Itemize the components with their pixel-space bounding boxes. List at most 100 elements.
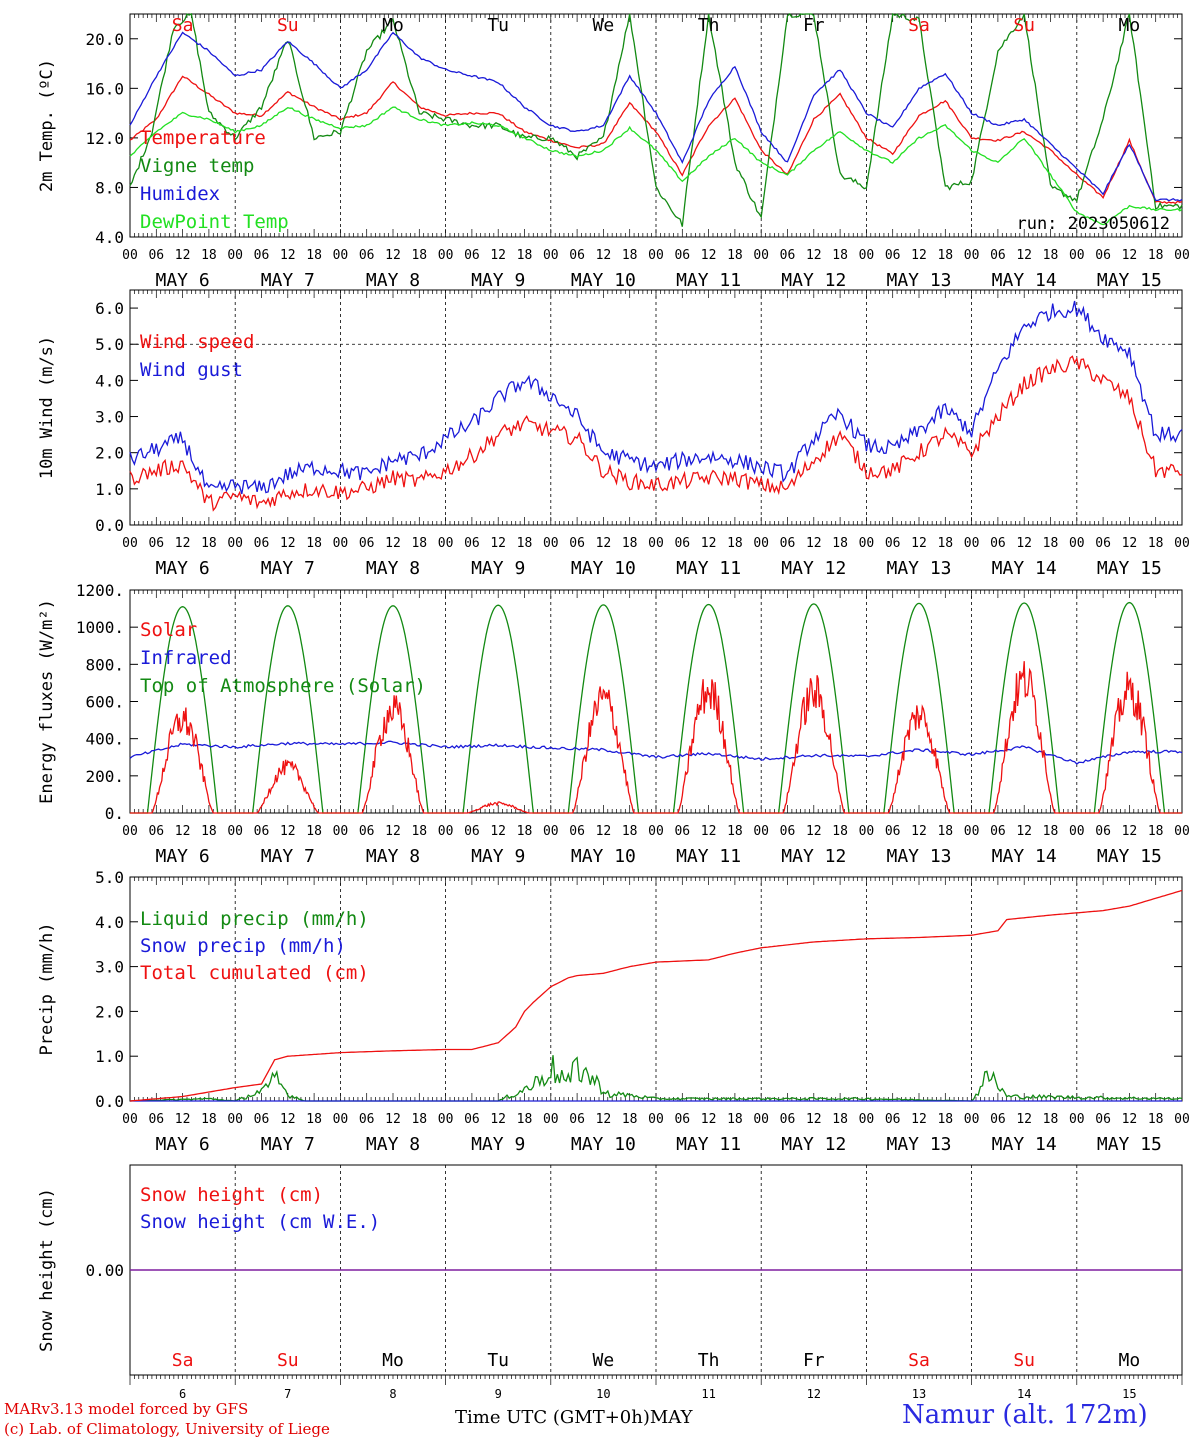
snow-weekday-label: Sa (172, 1350, 194, 1371)
panel-2-hour-label: 06 (885, 824, 901, 839)
panel-0-ytick-label: 12.0 (85, 129, 124, 148)
panel-1-hour-label: 00 (648, 536, 664, 551)
panel-3-hour-label: 00 (859, 1112, 875, 1127)
wind-series-0 (129, 355, 1183, 512)
panel-0-date-label: MAY 10 (571, 270, 636, 291)
panel-3-date-label: MAY 9 (471, 1134, 525, 1155)
panel-0-hour-label: 12 (1016, 248, 1032, 263)
legend-wind-1: Wind gust (140, 359, 243, 381)
panel-3-ytick-label: 1.0 (95, 1047, 124, 1066)
panel-0-hour-label: 00 (543, 248, 559, 263)
panel-3-hour-label: 00 (227, 1112, 243, 1127)
snow-day-number: 10 (596, 1387, 610, 1401)
total-cumulated-series (129, 889, 1183, 1102)
panel-3-date-label: MAY 11 (676, 1134, 741, 1155)
panel-0-hour-label: 12 (175, 248, 191, 263)
panel-1-date-label: MAY 6 (156, 558, 210, 579)
run-annotation: run: 2023050612 (1016, 214, 1170, 234)
panel-0-date-label: MAY 15 (1097, 270, 1162, 291)
panel-2-hour-label: 06 (780, 824, 796, 839)
solar-series (130, 661, 1182, 814)
panel-3-hour-label: 06 (780, 1112, 796, 1127)
panel-1-hour-label: 06 (254, 536, 270, 551)
panel-3-hour-label: 06 (464, 1112, 480, 1127)
panel-2-ytick-label: 600. (85, 693, 124, 712)
snow-day-number: 11 (701, 1387, 715, 1401)
snow-day-number: 6 (179, 1387, 186, 1401)
panel-1-hour-label: 06 (148, 536, 164, 551)
panel-0-hour-label: 00 (122, 248, 138, 263)
panel-3-hour-label: 06 (885, 1112, 901, 1127)
panel-2-hour-label: 12 (1122, 824, 1138, 839)
panel-1-hour-label: 18 (1043, 536, 1059, 551)
panel-3-date-label: MAY 8 (366, 1134, 420, 1155)
panel-0-hour-label: 18 (832, 248, 848, 263)
panel-3-hour-label: 12 (1016, 1112, 1032, 1127)
panel-0-hour-label: 18 (411, 248, 427, 263)
panel-3-hour-label: 00 (333, 1112, 349, 1127)
panel-3-hour-label: 12 (385, 1112, 401, 1127)
panel-3-ylabel: Precip (mm/h) (37, 922, 57, 1055)
snow-weekday-label: Su (277, 1350, 299, 1371)
panel-0-date-label: MAY 8 (366, 270, 420, 291)
panel-3-hour-label: 18 (937, 1112, 953, 1127)
panel-1-hour-label: 12 (1122, 536, 1138, 551)
panel-2-hour-label: 00 (227, 824, 243, 839)
panel-3-date-label: MAY 15 (1097, 1134, 1162, 1155)
panel-1-date-label: MAY 12 (781, 558, 846, 579)
panel-1-ytick-label: 5.0 (95, 335, 124, 354)
panel-0-hour-label: 18 (1043, 248, 1059, 263)
panel-2-hour-label: 06 (148, 824, 164, 839)
temp-series-3 (129, 106, 1183, 226)
panel-2-hour-label: 18 (517, 824, 533, 839)
panel-3-date-label: MAY 13 (886, 1134, 951, 1155)
snow-day-number: 13 (912, 1387, 926, 1401)
panel-2-frame (129, 589, 1183, 814)
panel-3-date-label: MAY 7 (261, 1134, 315, 1155)
panel-0-hour-label: 06 (148, 248, 164, 263)
panel-1-hour-label: 06 (990, 536, 1006, 551)
temp-weekday-label: Mo (1119, 15, 1141, 36)
panel-2-hour-label: 06 (674, 824, 690, 839)
panel-0-hour-label: 12 (596, 248, 612, 263)
panel-3-date-label: MAY 10 (571, 1134, 636, 1155)
panel-1-hour-label: 12 (175, 536, 191, 551)
panel-0-date-label: MAY 7 (261, 270, 315, 291)
panel-1-hour-label: 18 (832, 536, 848, 551)
snow-ytick-label: 0.00 (85, 1261, 124, 1280)
panel-1-hour-label: 12 (596, 536, 612, 551)
panel-1-hour-label: 18 (201, 536, 217, 551)
temp-weekday-label: Sa (908, 15, 930, 36)
panel-3-hour-label: 00 (1069, 1112, 1085, 1127)
snow-day-number: 8 (389, 1387, 396, 1401)
panel-3-hour-label: 06 (254, 1112, 270, 1127)
panel-3-hour-label: 12 (1122, 1112, 1138, 1127)
panel-3-date-label: MAY 14 (992, 1134, 1057, 1155)
panel-1-date-label: MAY 9 (471, 558, 525, 579)
panel-2-ylabel: Energy fluxes (W/m²) (37, 599, 57, 804)
panel-3-hour-label: 12 (701, 1112, 717, 1127)
panel-0-hour-label: 06 (990, 248, 1006, 263)
panel-0-hour-label: 00 (227, 248, 243, 263)
panel-1-date-label: MAY 11 (676, 558, 741, 579)
panel-1-hour-label: 00 (964, 536, 980, 551)
temp-weekday-label: We (593, 15, 615, 36)
panel-1-ylabel: 10m Wind (m/s) (37, 336, 57, 479)
panel-1-hour-label: 00 (753, 536, 769, 551)
panel-0-hour-label: 12 (385, 248, 401, 263)
panel-3-ytick-label: 4.0 (95, 913, 124, 932)
panel-0-hour-label: 18 (727, 248, 743, 263)
panel-2-hour-label: 18 (306, 824, 322, 839)
panel-0-hour-label: 00 (438, 248, 454, 263)
panel-3-hour-label: 12 (490, 1112, 506, 1127)
panel-3-ytick-label: 2.0 (95, 1002, 124, 1021)
panel-0-date-label: MAY 6 (156, 270, 210, 291)
panel-1-hour-label: 18 (937, 536, 953, 551)
panel-0-hour-label: 18 (517, 248, 533, 263)
snow-weekday-label: Fr (803, 1350, 825, 1371)
temp-weekday-label: Fr (803, 15, 825, 36)
panel-3-ytick-label: 3.0 (95, 958, 124, 977)
legend-energy-2: Top of Atmosphere (Solar) (140, 675, 426, 697)
panel-3-hour-label: 18 (306, 1112, 322, 1127)
panel-1-hour-label: 12 (490, 536, 506, 551)
